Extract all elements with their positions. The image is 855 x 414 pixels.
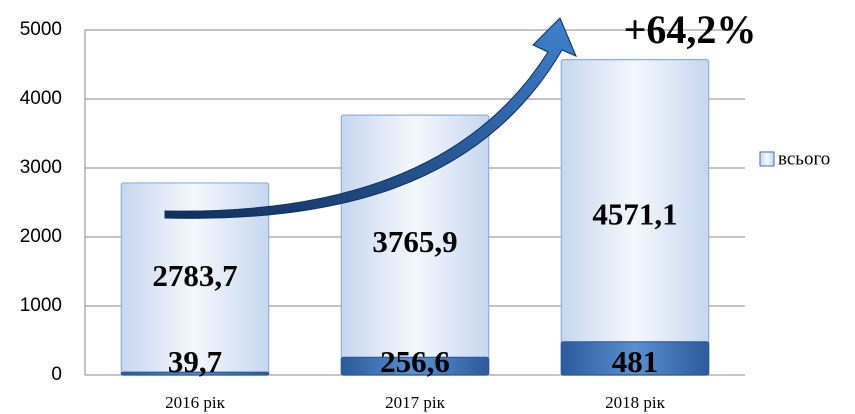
value-label: 2783,7 [152,258,237,293]
x-tick-label: 2016 рік [165,393,225,412]
labels: 0 1000 2000 3000 4000 5000 2016 рік 2783,7 39,7 2… [20,19,678,412]
y-tick-label: 5000 [20,19,62,40]
y-tick-label: 1000 [20,295,62,316]
bars [120,58,710,376]
legend-label: всього [778,148,830,169]
value-label: 4571,1 [592,196,677,231]
bar-segment [120,371,270,376]
value-label: 39,7 [168,344,222,379]
y-tick-label: 3000 [20,157,62,178]
bar-segment [560,341,710,376]
value-label: 481 [612,344,659,379]
legend-swatch [759,151,775,167]
bar-segment [340,356,490,376]
value-label: 3765,9 [372,224,457,259]
y-tick-label: 0 [51,364,62,385]
x-tick-label: 2017 рік [385,393,445,412]
annotation: +64,2% [624,7,757,52]
y-tick-label: 2000 [20,226,62,247]
x-tick-label: 2018 рік [605,393,665,412]
value-label: 256,6 [380,344,450,379]
growth-arrow [164,17,577,219]
y-tick-label: 4000 [20,88,62,109]
